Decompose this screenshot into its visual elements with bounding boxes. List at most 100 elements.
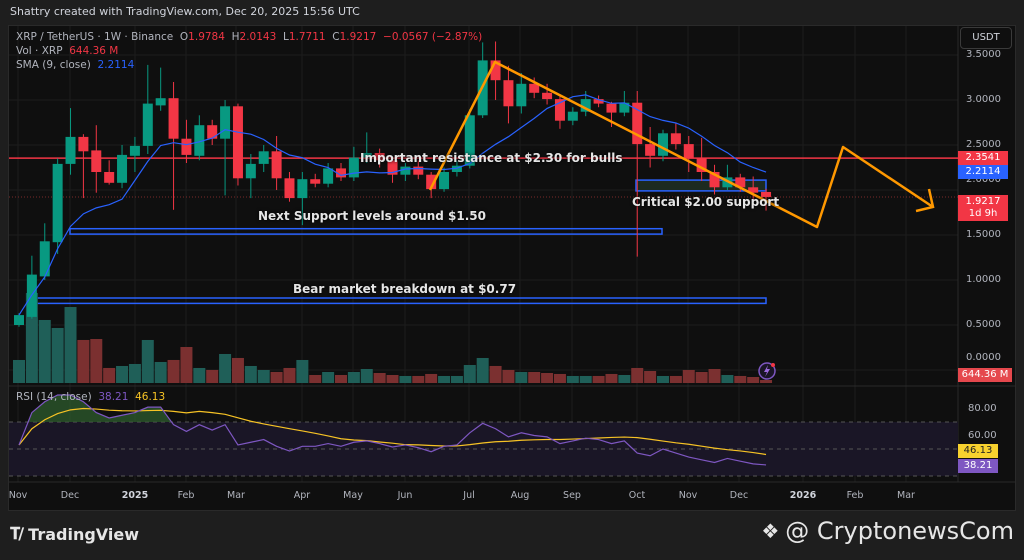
volume-bar bbox=[360, 369, 373, 383]
candle-body bbox=[709, 172, 720, 188]
candle-body bbox=[91, 150, 102, 172]
candle bbox=[683, 136, 694, 172]
symbol-name: XRP / TetherUS · 1W · Binance bbox=[16, 31, 174, 43]
candles bbox=[14, 41, 772, 327]
candle-body bbox=[696, 157, 707, 172]
candle-body bbox=[516, 83, 527, 107]
candle bbox=[52, 158, 63, 254]
candle-body bbox=[374, 153, 385, 161]
volume-bars bbox=[13, 293, 773, 383]
volume-bar bbox=[412, 375, 425, 383]
volume-bar bbox=[51, 327, 64, 383]
created-by-header: Shattry created with TradingView.com, De… bbox=[10, 5, 360, 18]
volume-bar bbox=[695, 371, 708, 383]
sma-legend[interactable]: SMA (9, close) 2.2114 bbox=[16, 59, 135, 71]
sma-price-badge: 2.2114 bbox=[958, 165, 1008, 179]
candle-body bbox=[645, 144, 656, 156]
candle-body bbox=[168, 98, 179, 139]
time-axis-label: May bbox=[343, 490, 363, 501]
candle bbox=[297, 172, 308, 226]
price-axis-label: 0.5000 bbox=[966, 319, 1001, 330]
rsi-ma-value: 46.13 bbox=[135, 391, 166, 403]
candle-body bbox=[606, 103, 617, 113]
volume-bar bbox=[193, 367, 206, 383]
candle-body bbox=[400, 166, 411, 175]
candle bbox=[503, 65, 514, 124]
time-axis-label: Sep bbox=[563, 490, 581, 501]
candle-body bbox=[670, 133, 681, 145]
candle bbox=[413, 160, 424, 180]
time-axis-label: Mar bbox=[227, 490, 245, 501]
volume-bar bbox=[128, 363, 141, 383]
volume-bar bbox=[154, 361, 167, 383]
price-axis-label: 2.0000 bbox=[966, 174, 1001, 185]
price-axis-label: 2.5000 bbox=[966, 139, 1001, 150]
currency-button[interactable]: USDT bbox=[960, 27, 1012, 49]
volume-bar bbox=[38, 319, 51, 383]
candle-body bbox=[413, 166, 424, 175]
bear-breakdown-annotation[interactable]: Bear market breakdown at $0.77 bbox=[293, 282, 517, 296]
time-axis-label: Nov bbox=[8, 490, 28, 501]
candle bbox=[39, 223, 50, 280]
rsi-ma-badge: 46.13 bbox=[958, 444, 998, 458]
candle-body bbox=[451, 165, 462, 172]
volume-bar bbox=[760, 380, 773, 383]
symbol-legend[interactable]: XRP / TetherUS · 1W · Binance O1.9784 H2… bbox=[16, 31, 483, 43]
candle-body bbox=[464, 115, 475, 166]
candle-body bbox=[117, 154, 128, 183]
candle bbox=[245, 154, 256, 199]
alert-bolt-icon[interactable] bbox=[758, 362, 776, 380]
time-axis-label: Oct bbox=[628, 490, 646, 501]
candle bbox=[451, 161, 462, 177]
next-support-annotation[interactable]: Next Support levels around $1.50 bbox=[258, 209, 486, 223]
volume-bar bbox=[541, 373, 554, 383]
candle-body bbox=[387, 160, 398, 175]
volume-bar bbox=[180, 347, 193, 383]
volume-bar bbox=[657, 375, 669, 383]
candle-body bbox=[310, 179, 321, 184]
volume-legend[interactable]: Vol · XRP 644.36 M bbox=[16, 45, 119, 57]
volume-bar bbox=[682, 369, 695, 383]
volume-bar bbox=[515, 371, 528, 383]
candle bbox=[490, 41, 501, 100]
candle-body bbox=[658, 133, 668, 156]
volume-bar bbox=[450, 375, 463, 383]
candle bbox=[284, 172, 295, 202]
candle-body bbox=[619, 102, 630, 113]
candle-body bbox=[580, 99, 591, 112]
candle bbox=[400, 163, 411, 181]
time-axis-label: 2026 bbox=[789, 490, 817, 501]
resistance-annotation[interactable]: Important resistance at $2.30 for bulls bbox=[360, 151, 623, 165]
candle-body bbox=[207, 125, 218, 139]
tradingview-logo-icon: 𝐓∕ bbox=[10, 524, 24, 543]
volume-bar bbox=[463, 365, 476, 383]
trend-drawings bbox=[428, 60, 935, 229]
candle-body bbox=[271, 151, 282, 179]
candle bbox=[670, 122, 681, 150]
candle-body bbox=[554, 99, 565, 121]
candle-body bbox=[503, 80, 514, 107]
price-axis-label: 0.0000 bbox=[966, 352, 1001, 363]
rsi-legend[interactable]: RSI (14, close) 38.21 46.13 bbox=[16, 391, 166, 403]
rsi-ma-line bbox=[18, 407, 767, 456]
rsi-value: 38.21 bbox=[98, 391, 129, 403]
candle-body bbox=[129, 145, 140, 156]
candle-body bbox=[65, 136, 76, 164]
candle bbox=[14, 313, 24, 327]
candle-body bbox=[529, 83, 540, 93]
critical-support-annotation[interactable]: Critical $2.00 support bbox=[632, 195, 780, 209]
price-axis-label: 3.0000 bbox=[966, 94, 1001, 105]
candle bbox=[439, 167, 450, 192]
volume-bar bbox=[566, 375, 579, 383]
time-axis-label: Dec bbox=[60, 490, 80, 501]
volume-bar bbox=[605, 373, 618, 383]
candle-body bbox=[439, 172, 450, 190]
tradingview-logo[interactable]: 𝐓∕ TradingView bbox=[10, 524, 139, 544]
volume-bar bbox=[489, 365, 502, 383]
volume-bar bbox=[270, 371, 283, 383]
candle bbox=[142, 64, 153, 154]
candle bbox=[65, 108, 76, 175]
candle bbox=[709, 164, 720, 195]
volume-bar bbox=[322, 371, 335, 383]
